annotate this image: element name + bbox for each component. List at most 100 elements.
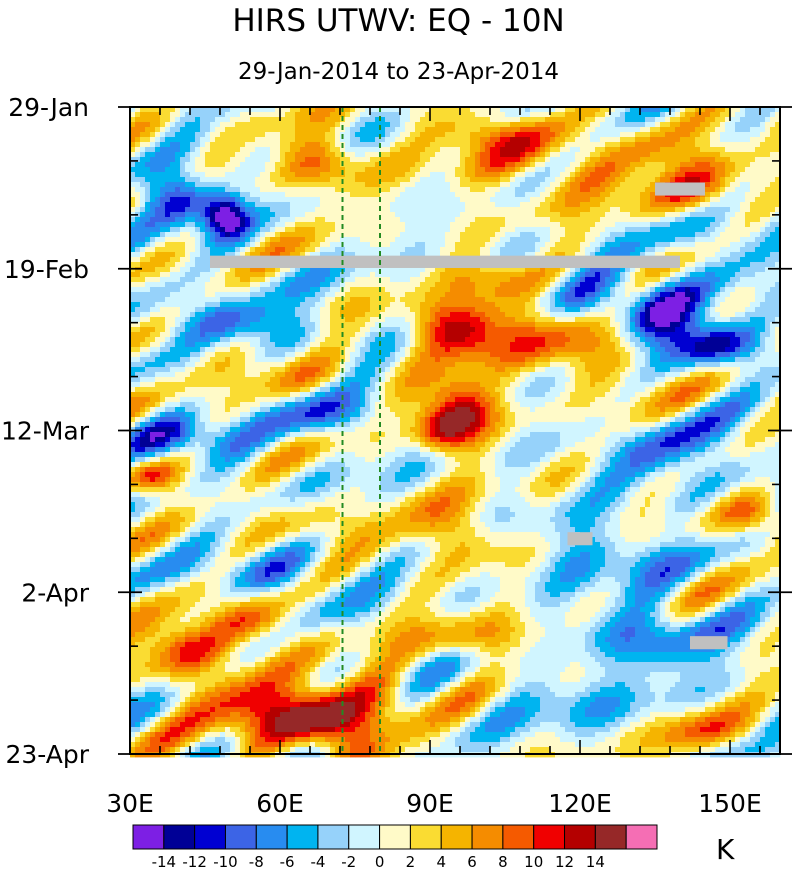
field-cell <box>250 177 256 183</box>
field-cell <box>730 137 736 143</box>
field-cell <box>300 142 306 148</box>
field-cell <box>690 237 696 243</box>
field-cell <box>445 232 451 238</box>
field-cell <box>260 267 266 273</box>
field-cell <box>230 147 236 153</box>
field-cell <box>680 232 686 238</box>
field-cell <box>300 282 306 288</box>
field-cell <box>400 237 406 243</box>
field-cell <box>465 217 471 223</box>
field-cell <box>250 242 256 248</box>
field-cell <box>395 122 401 128</box>
field-cell <box>390 117 396 123</box>
field-cell <box>680 222 686 228</box>
field-cell <box>585 137 591 143</box>
field-cell <box>570 212 576 218</box>
field-cell <box>295 172 301 178</box>
field-cell <box>365 297 371 303</box>
field-cell <box>320 132 326 138</box>
field-cell <box>595 287 601 293</box>
field-cell <box>310 187 316 193</box>
field-cell <box>775 242 781 248</box>
field-cell <box>300 177 306 183</box>
field-cell <box>645 227 651 233</box>
field-cell <box>310 167 316 173</box>
field-cell <box>170 137 176 143</box>
field-cell <box>495 182 501 188</box>
field-cell <box>130 277 136 283</box>
field-cell <box>625 267 631 273</box>
field-cell <box>230 222 236 228</box>
field-cell <box>425 177 431 183</box>
field-cell <box>385 117 391 123</box>
field-cell <box>730 207 736 213</box>
field-cell <box>695 207 701 213</box>
field-cell <box>585 272 591 278</box>
field-cell <box>190 162 196 168</box>
field-cell <box>370 132 376 138</box>
field-cell <box>440 152 446 158</box>
field-cell <box>515 187 521 193</box>
field-cell <box>315 137 321 143</box>
field-cell <box>650 132 656 138</box>
field-cell <box>405 277 411 283</box>
field-cell <box>160 197 166 203</box>
field-cell <box>525 137 531 143</box>
field-cell <box>725 147 731 153</box>
field-cell <box>390 227 396 233</box>
field-cell <box>490 152 496 158</box>
field-cell <box>565 252 571 258</box>
field-cell <box>275 212 281 218</box>
field-cell <box>345 217 351 223</box>
field-cell <box>550 182 556 188</box>
field-cell <box>195 287 201 293</box>
field-cell <box>440 292 446 298</box>
field-cell <box>185 182 191 188</box>
field-cell <box>490 207 496 213</box>
field-cell <box>540 272 546 278</box>
field-cell <box>740 202 746 208</box>
field-cell <box>270 197 276 203</box>
field-cell <box>255 247 261 253</box>
field-cell <box>710 167 716 173</box>
field-cell <box>350 117 356 123</box>
field-cell <box>685 117 691 123</box>
field-cell <box>410 212 416 218</box>
field-cell <box>485 282 491 288</box>
field-cell <box>310 287 316 293</box>
field-cell <box>335 127 341 133</box>
field-cell <box>345 272 351 278</box>
field-cell <box>610 177 616 183</box>
field-cell <box>380 172 386 178</box>
field-cell <box>190 252 196 258</box>
field-cell <box>150 232 156 238</box>
field-cell <box>135 267 141 273</box>
field-cell <box>365 177 371 183</box>
field-cell <box>665 117 671 123</box>
field-cell <box>680 142 686 148</box>
field-cell <box>695 212 701 218</box>
field-cell <box>240 162 246 168</box>
field-cell <box>310 142 316 148</box>
field-cell <box>550 132 556 138</box>
field-cell <box>715 117 721 123</box>
field-cell <box>180 182 186 188</box>
field-cell <box>330 237 336 243</box>
field-cell <box>295 212 301 218</box>
field-cell <box>320 222 326 228</box>
field-cell <box>240 277 246 283</box>
field-cell <box>295 232 301 238</box>
field-cell <box>210 107 216 113</box>
field-cell <box>485 187 491 193</box>
field-cell <box>630 272 636 278</box>
field-cell <box>530 277 536 283</box>
field-cell <box>555 212 561 218</box>
field-cell <box>725 242 731 248</box>
field-cell <box>700 277 706 283</box>
field-cell <box>585 212 591 218</box>
field-cell <box>620 277 626 283</box>
field-cell <box>140 107 146 113</box>
field-cell <box>615 222 621 228</box>
field-cell <box>650 172 656 178</box>
field-cell <box>540 167 546 173</box>
